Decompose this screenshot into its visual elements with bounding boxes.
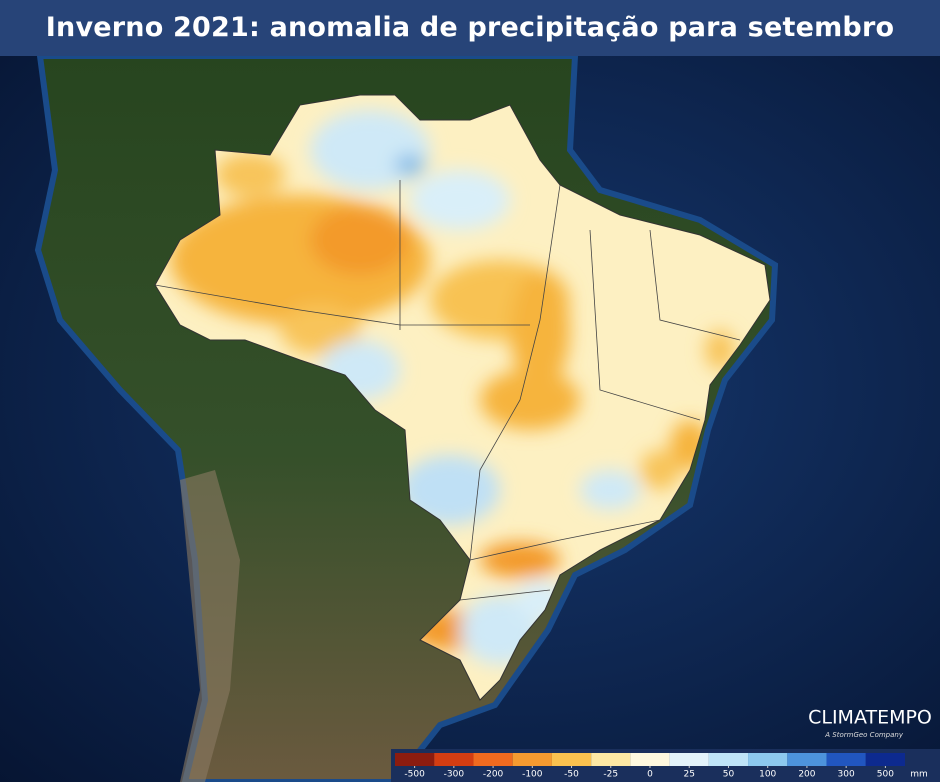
legend-swatch (512, 753, 552, 766)
legend-tick-label: 300 (838, 770, 855, 780)
title-bar: Inverno 2021: anomalia de precipitação p… (0, 0, 940, 56)
legend-tick-label: 0 (647, 770, 653, 780)
legend-swatch (669, 753, 709, 766)
legend-swatch (395, 753, 435, 766)
legend-tick-label: -300 (444, 770, 465, 780)
legend-swatch (826, 753, 866, 766)
state-borders (154, 180, 741, 601)
legend-swatch (551, 753, 592, 766)
andes (180, 470, 240, 782)
legend-tick-label: 25 (684, 770, 695, 780)
brand-tagline: A StormGeo Company (824, 731, 904, 739)
title: Inverno 2021: anomalia de precipitação p… (45, 12, 895, 43)
legend-tick-label: -50 (564, 770, 579, 780)
legend-tick-label: -100 (522, 770, 543, 780)
legend-tick-label: 200 (798, 770, 815, 780)
legend-tick-label: 500 (877, 770, 894, 780)
legend-swatch (748, 753, 788, 766)
legend-tick-label: -25 (603, 770, 618, 780)
legend-swatch (787, 753, 827, 766)
legend-tick-label: 50 (723, 770, 735, 780)
brand-name: CLIMATEMPO (808, 707, 932, 729)
legend-swatch (434, 753, 474, 766)
legend-swatch (630, 753, 670, 766)
legend-swatch (865, 753, 905, 766)
legend-tick-label: 100 (759, 770, 776, 780)
legend-tick-label: -500 (404, 770, 425, 780)
legend-swatch (473, 753, 513, 766)
legend-swatch (708, 753, 749, 766)
legend-unit: mm (910, 770, 928, 780)
legend-swatch (591, 753, 631, 766)
legend-tick-label: -200 (483, 770, 504, 780)
legend: -500 -300 -200 -100 -50 -25 0 25 50 100 200 300 500 m… (391, 749, 940, 782)
